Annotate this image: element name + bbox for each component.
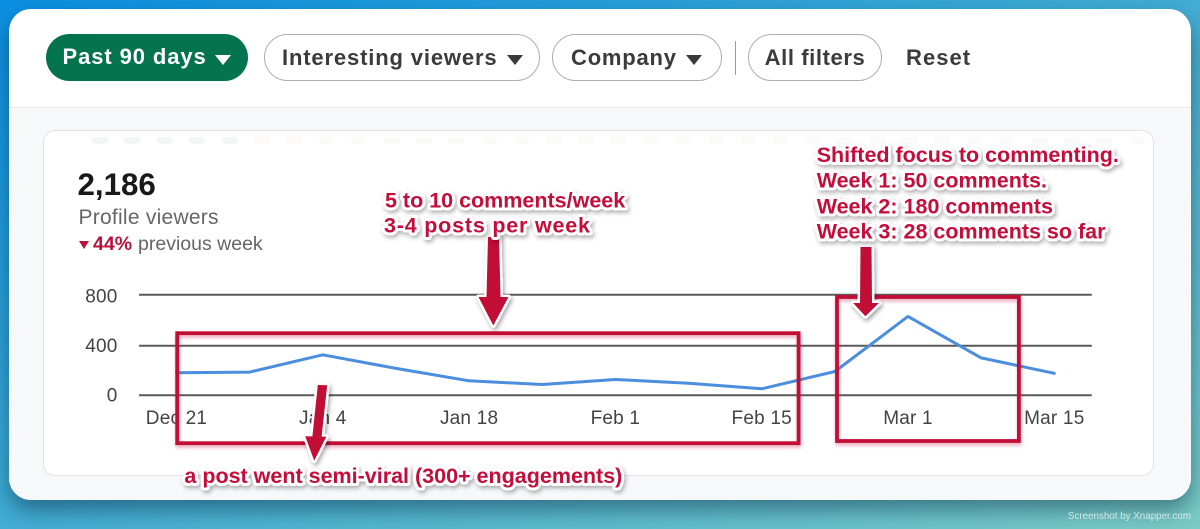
svg-text:Feb 15: Feb 15 [732, 408, 792, 429]
svg-text:Screenshot by Xnapper.com: Screenshot by Xnapper.com [1068, 511, 1191, 522]
svg-text:0: 0 [107, 386, 118, 407]
svg-text:3-4 posts per week: 3-4 posts per week [384, 213, 591, 237]
svg-text:Mar 1: Mar 1 [883, 408, 933, 429]
svg-text:5 to 10 comments/week: 5 to 10 comments/week [385, 188, 625, 212]
svg-text:Mar 15: Mar 15 [1024, 408, 1084, 429]
svg-text:800: 800 [85, 287, 117, 308]
svg-text:Week 2: 180 comments: Week 2: 180 comments [817, 194, 1053, 218]
svg-text:Shifted focus to commenting.: Shifted focus to commenting. [817, 143, 1119, 167]
svg-text:a post went semi-viral (300+ e: a post went semi-viral (300+ engagements… [184, 464, 622, 488]
svg-text:Week 3: 28 comments so far: Week 3: 28 comments so far [817, 220, 1106, 244]
svg-text:Week 1: 50 comments.: Week 1: 50 comments. [817, 169, 1047, 193]
svg-text:400: 400 [85, 336, 117, 357]
svg-text:Feb 1: Feb 1 [591, 408, 641, 429]
svg-text:Jan 18: Jan 18 [440, 408, 498, 429]
